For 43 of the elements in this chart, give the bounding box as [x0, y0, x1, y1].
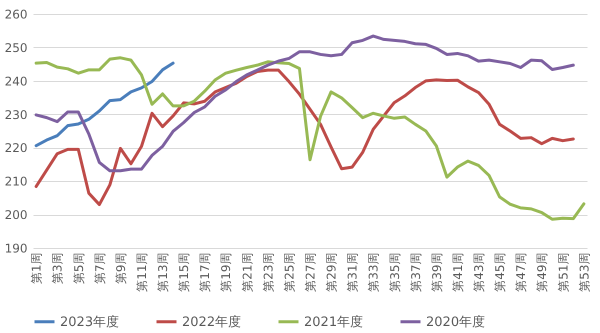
- x-tick-label: 第15周: [177, 252, 192, 292]
- x-tick-label: 第35周: [388, 252, 402, 292]
- x-tick-label: 第47周: [514, 252, 528, 292]
- line-series: [34, 68, 575, 206]
- y-tick-label: 250: [4, 40, 28, 55]
- x-tick-label: 第49周: [535, 252, 550, 292]
- x-tick-label: 第31周: [346, 252, 360, 292]
- x-tick-label: 第7周: [92, 252, 107, 284]
- y-tick-label: 260: [4, 8, 28, 22]
- x-tick-label: 第3周: [50, 252, 65, 284]
- x-tick-label: 第25周: [282, 252, 296, 292]
- x-tick-label: 第21周: [240, 252, 254, 292]
- y-tick-label: 190: [4, 242, 28, 256]
- x-tick-label: 第53周: [577, 252, 592, 292]
- x-tick-label: 第45周: [493, 252, 508, 292]
- x-tick-label: 第19周: [219, 252, 234, 292]
- line-series: [34, 56, 586, 221]
- y-tick-label: 220: [4, 141, 28, 156]
- y-tick-label: 210: [4, 174, 28, 189]
- line-series: [34, 62, 175, 148]
- y-tick-label: 200: [4, 208, 28, 222]
- x-tick-label: 第11周: [134, 252, 149, 292]
- x-tick-label: 第23周: [261, 252, 276, 292]
- x-tick-label: 第41周: [450, 252, 465, 292]
- x-tick-label: 第29周: [324, 252, 339, 292]
- x-tick-label: 第33周: [366, 252, 381, 292]
- x-tick-label: 第5周: [72, 252, 86, 284]
- y-tick-label: 240: [4, 74, 28, 88]
- x-tick-label: 第13周: [156, 252, 170, 292]
- x-tick-label: 第1周: [30, 252, 44, 284]
- legend-label: 2020年度: [426, 314, 486, 330]
- legend-label: 2023年度: [60, 314, 120, 330]
- y-tick-label: 230: [4, 108, 28, 122]
- x-tick-label: 第27周: [304, 252, 318, 292]
- x-tick-label: 第51周: [556, 252, 570, 292]
- legend-label: 2022年度: [182, 314, 242, 330]
- x-tick-label: 第9周: [114, 252, 128, 284]
- x-tick-label: 第39周: [430, 252, 444, 292]
- x-tick-label: 第37周: [408, 252, 423, 292]
- line-series: [34, 34, 575, 172]
- x-tick-label: 第17周: [198, 252, 212, 292]
- x-tick-label: 第43周: [472, 252, 486, 292]
- legend-label: 2021年度: [304, 314, 364, 330]
